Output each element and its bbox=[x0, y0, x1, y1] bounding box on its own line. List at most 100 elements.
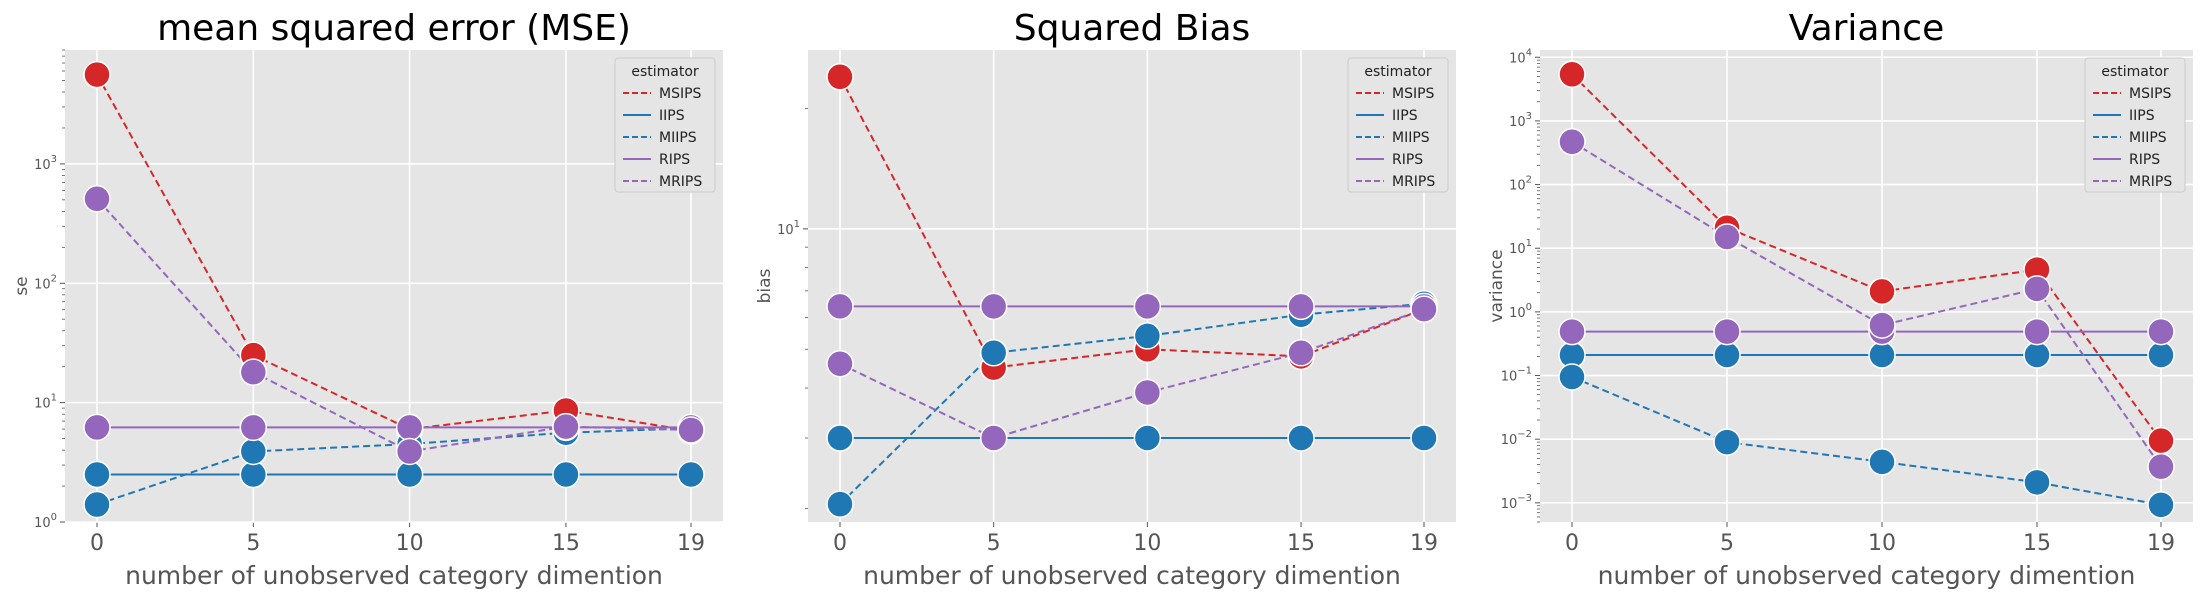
data-point-rips bbox=[2147, 317, 2175, 346]
x-axis-label: number of unobserved category dimention bbox=[863, 561, 1401, 590]
data-point-mrips bbox=[395, 437, 424, 466]
y-tick-exponent: 3 bbox=[1526, 111, 1532, 122]
x-tick-label: 0 bbox=[833, 531, 847, 556]
y-tick-label: 100 bbox=[1509, 302, 1532, 321]
data-point-iips bbox=[1287, 424, 1315, 452]
data-point-rips bbox=[1713, 317, 1741, 346]
data-point-rips bbox=[1287, 292, 1315, 321]
data-point-rips bbox=[83, 413, 111, 442]
y-tick-base: 10 bbox=[1501, 370, 1518, 385]
data-point-mrips bbox=[1287, 339, 1315, 367]
data-point-mrips bbox=[1558, 128, 1586, 156]
data-point-iips bbox=[2147, 341, 2175, 369]
y-tick-base: 10 bbox=[1509, 306, 1526, 321]
legend: estimator MSIPS IIPS MIIPS RIPS MRIPS bbox=[1347, 57, 1449, 193]
data-point-rips bbox=[826, 292, 854, 321]
data-point-iips bbox=[239, 460, 268, 489]
y-tick-label: 10−2 bbox=[1501, 429, 1532, 448]
legend-label-rips: RIPS bbox=[659, 152, 690, 168]
y-tick-label: 100 bbox=[34, 512, 57, 531]
y-tick-base: 10 bbox=[1509, 242, 1526, 257]
legend-title: estimator bbox=[631, 64, 699, 80]
data-point-miips bbox=[83, 490, 111, 519]
data-point-msips bbox=[2147, 426, 2175, 455]
x-tick-label: 15 bbox=[2023, 531, 2051, 556]
x-tick-label: 5 bbox=[987, 531, 1001, 556]
data-point-miips bbox=[2147, 491, 2175, 519]
data-point-iips bbox=[1410, 424, 1438, 452]
y-tick-base: 10 bbox=[777, 223, 794, 238]
y-axis-label: bias bbox=[755, 268, 775, 303]
data-point-mrips bbox=[552, 412, 580, 441]
legend-label-mrips: MRIPS bbox=[1392, 174, 1435, 190]
data-point-mrips bbox=[239, 358, 268, 386]
data-point-mrips bbox=[1868, 311, 1896, 339]
y-tick-label: 10−3 bbox=[1501, 493, 1532, 512]
data-point-iips bbox=[395, 460, 424, 489]
y-tick-label: 104 bbox=[1509, 47, 1532, 66]
legend-label-msips: MSIPS bbox=[659, 86, 702, 102]
x-tick-label: 10 bbox=[1133, 531, 1161, 556]
y-tick-exponent: 4 bbox=[1526, 47, 1532, 58]
y-tick-base: 10 bbox=[1509, 179, 1526, 194]
data-point-iips bbox=[1133, 424, 1162, 452]
y-tick-exponent: −2 bbox=[1517, 429, 1532, 440]
data-point-mrips bbox=[2147, 452, 2175, 481]
y-tick-label: 102 bbox=[1509, 175, 1532, 194]
legend-title: estimator bbox=[1364, 64, 1432, 80]
data-point-mrips bbox=[826, 350, 854, 378]
y-tick-base: 10 bbox=[1501, 433, 1518, 448]
legend-label-miips: MIIPS bbox=[2129, 130, 2167, 146]
chart-title: mean squared error (MSE) bbox=[157, 8, 631, 49]
data-point-mrips bbox=[83, 185, 111, 213]
legend-label-mrips: MRIPS bbox=[2129, 174, 2172, 190]
y-axis-label: se bbox=[12, 276, 32, 295]
chart-title: Squared Bias bbox=[1014, 8, 1251, 49]
data-point-miips bbox=[1713, 428, 1741, 456]
y-tick-label: 103 bbox=[34, 154, 57, 173]
data-point-rips bbox=[239, 413, 268, 442]
chart-panel-2: 0 5 10 15 1910−310−210−1100101102103104Varia… bbox=[1487, 8, 2193, 590]
legend-title: estimator bbox=[2101, 64, 2169, 80]
y-tick-label: 101 bbox=[777, 219, 800, 238]
y-tick-base: 10 bbox=[34, 277, 51, 292]
legend-label-rips: RIPS bbox=[1392, 152, 1423, 168]
y-tick-exponent: −3 bbox=[1517, 493, 1532, 504]
data-point-rips bbox=[1133, 292, 1162, 321]
x-tick-label: 10 bbox=[1868, 531, 1896, 556]
x-tick-label: 5 bbox=[1720, 531, 1734, 556]
series-line-miips bbox=[839, 302, 1425, 505]
y-tick-base: 10 bbox=[34, 516, 51, 531]
x-axis-label: number of unobserved category dimention bbox=[1598, 561, 2136, 590]
data-point-msips bbox=[1868, 277, 1896, 306]
y-tick-base: 10 bbox=[1509, 115, 1526, 130]
data-point-rips bbox=[2023, 317, 2051, 346]
data-point-msips bbox=[1558, 60, 1586, 89]
legend-label-msips: MSIPS bbox=[1392, 86, 1435, 102]
data-point-rips bbox=[395, 413, 424, 442]
series-line-msips bbox=[96, 74, 692, 432]
y-tick-base: 10 bbox=[1501, 497, 1518, 512]
data-point-mrips bbox=[1713, 223, 1741, 251]
x-tick-label: 0 bbox=[1565, 531, 1579, 556]
y-tick-base: 10 bbox=[34, 158, 51, 173]
data-point-iips bbox=[2023, 341, 2051, 369]
data-point-mrips bbox=[1133, 378, 1162, 407]
x-tick-label: 10 bbox=[396, 531, 424, 556]
legend-label-miips: MIIPS bbox=[1392, 130, 1430, 146]
y-tick-label: 101 bbox=[1509, 238, 1532, 257]
y-tick-exponent: 0 bbox=[51, 512, 57, 523]
y-tick-label: 103 bbox=[1509, 111, 1532, 130]
y-tick-exponent: 0 bbox=[1526, 302, 1532, 313]
y-tick-label: 102 bbox=[34, 273, 57, 292]
data-point-mrips bbox=[2023, 275, 2051, 303]
data-point-miips bbox=[1868, 448, 1896, 476]
y-tick-exponent: 1 bbox=[51, 393, 57, 404]
data-point-iips bbox=[1868, 341, 1896, 369]
legend: estimator MSIPS IIPS MIIPS RIPS MRIPS bbox=[614, 57, 716, 193]
y-tick-base: 10 bbox=[34, 397, 51, 412]
x-tick-label: 15 bbox=[552, 531, 580, 556]
